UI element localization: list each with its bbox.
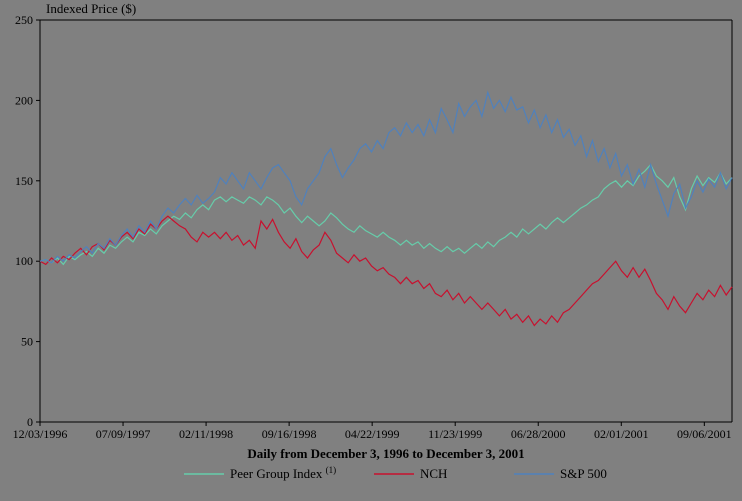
x-tick-label: 06/28/2000	[511, 427, 566, 441]
x-tick-label: 02/11/1998	[179, 427, 233, 441]
chart-svg: 050100150200250Indexed Price ($)12/03/19…	[0, 0, 742, 501]
legend-label: S&P 500	[560, 466, 607, 481]
y-tick-label: 100	[15, 254, 33, 268]
legend-label: Peer Group Index (1)	[230, 465, 336, 481]
x-tick-label: 12/03/1996	[13, 427, 68, 441]
y-tick-label: 150	[15, 174, 33, 188]
x-tick-label: 09/16/1998	[262, 427, 317, 441]
x-tick-label: 11/23/1999	[428, 427, 482, 441]
x-tick-label: 04/22/1999	[345, 427, 400, 441]
indexed-price-chart: 050100150200250Indexed Price ($)12/03/19…	[0, 0, 742, 501]
y-tick-label: 200	[15, 93, 33, 107]
y-axis-title: Indexed Price ($)	[46, 1, 136, 16]
y-tick-label: 250	[15, 13, 33, 27]
y-tick-label: 50	[21, 335, 33, 349]
x-axis-title: Daily from December 3, 1996 to December …	[247, 446, 524, 461]
x-tick-label: 02/01/2001	[594, 427, 649, 441]
x-tick-label: 07/09/1997	[96, 427, 151, 441]
x-tick-label: 09/06/2001	[677, 427, 732, 441]
legend-label: NCH	[420, 466, 447, 481]
